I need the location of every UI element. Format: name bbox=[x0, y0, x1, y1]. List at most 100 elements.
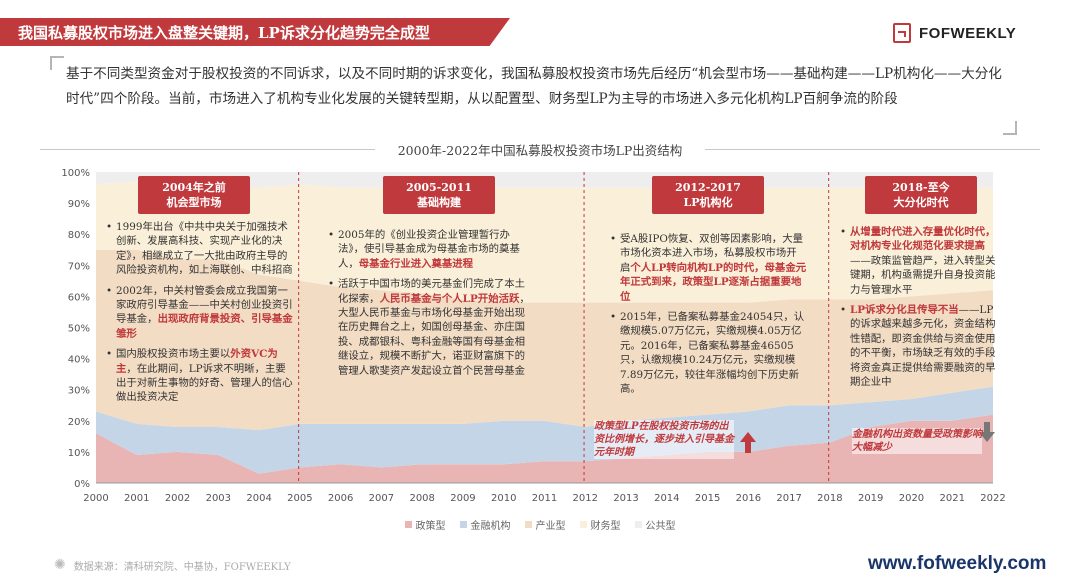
x-tick-label: 2001 bbox=[124, 493, 149, 504]
chart-title: 2000年-2022年中国私募股权投资市场LP出资结构 bbox=[397, 143, 683, 158]
x-tick-label: 2016 bbox=[736, 493, 761, 504]
p1-bullet-1: 1999年出台《中共中央关于加强技术创新、发展高科技、实现产业化的决定》，相继成… bbox=[106, 220, 296, 278]
p3-bullet-2: 2015年，已备案私募基金24054只，认缴规模5.07万亿元，实缴规模4.05… bbox=[610, 310, 807, 396]
chart-legend: 政策型 金融机构 产业型 财务型 公共型 bbox=[0, 517, 1080, 532]
logo-text: FOFWEEKLY bbox=[919, 24, 1017, 42]
phase-4-notes: 从增量时代进入存量优化时代，对机构专业化规范化要求提高——政策监管趋严，进入转型… bbox=[840, 225, 1000, 395]
phase-3-notes: 受A股IPO恢复、双创等因素影响，大量市场化资本进入市场，私募股权市场开启个人L… bbox=[610, 232, 807, 402]
p1-bullet-3: 国内股权投资市场主要以外资VC为主，在此期间，LP诉求不明晰，主要出于对新生事物… bbox=[106, 347, 296, 405]
x-tick-label: 2017 bbox=[776, 493, 801, 504]
y-tick-label: 70% bbox=[68, 261, 90, 272]
y-tick-label: 50% bbox=[68, 324, 90, 335]
x-tick-label: 2021 bbox=[940, 493, 965, 504]
p1-bullet-3-pre: 国内股权投资市场主要以 bbox=[116, 348, 231, 361]
x-tick-label: 2013 bbox=[613, 493, 638, 504]
p1-bullet-2-pre: 2002年，中关村管委会成立我国第一家政府引导基金——中关村创业投资引导基金， bbox=[116, 284, 293, 326]
intro-paragraph: 基于不同类型资金对于股权投资的不同诉求，以及不同时期的诉求变化，我国私募股权投资… bbox=[66, 66, 1002, 107]
p2-bullet-2-pre: 活跃于中国市场的美元基金们完成了本土化探索， bbox=[338, 278, 526, 305]
header-banner: 我国私募股权市场进入盘整关键期，LP诉求分化趋势完全成型 bbox=[0, 18, 510, 46]
fofweekly-logo-icon bbox=[893, 23, 911, 43]
x-tick-label: 2009 bbox=[450, 493, 475, 504]
data-source: ✺ 数据来源：清科研究院、中基协，FOFWEEKLY bbox=[54, 557, 291, 573]
legend-swatch bbox=[459, 521, 467, 528]
x-tick-label: 2022 bbox=[980, 493, 1005, 504]
y-tick-label: 0% bbox=[74, 479, 90, 490]
legend-label: 金融机构 bbox=[470, 521, 511, 532]
phase-2-notes: 2005年的《创业投资企业管理暂行办法》，使引导基金成为母基金市场的奠基人，母基… bbox=[328, 228, 533, 384]
y-tick-label: 40% bbox=[68, 355, 90, 366]
legend-label: 政策型 bbox=[415, 521, 446, 532]
area-series-5 bbox=[96, 172, 993, 188]
source-icon: ✺ bbox=[54, 557, 66, 573]
legend-label: 公共型 bbox=[645, 521, 676, 532]
p4-bullet-2-hl: LP诉求分化且传导不当 bbox=[850, 304, 959, 317]
x-tick-label: 2007 bbox=[369, 493, 394, 504]
y-tick-label: 80% bbox=[68, 230, 90, 241]
p1-bullet-2: 2002年，中关村管委会成立我国第一家政府引导基金——中关村创业投资引导基金，出… bbox=[106, 284, 296, 342]
legend-label: 财务型 bbox=[590, 521, 621, 532]
legend-label: 产业型 bbox=[535, 521, 566, 532]
p2-bullet-2: 活跃于中国市场的美元基金们完成了本土化探索，人民币基金与个人LP开始活跃，大型人… bbox=[328, 277, 533, 378]
p2-bullet-1-hl: 母基金行业进入奠基进程 bbox=[358, 257, 474, 270]
p4-bullet-2-post: ——LP的诉求越来越多元化，资金结构性错配，即资金供给与资金使用的不平衡，市场缺… bbox=[850, 304, 996, 389]
phase-label-2: 2005-2011 基础构建 bbox=[383, 176, 495, 214]
x-tick-label: 2020 bbox=[899, 493, 924, 504]
x-tick-label: 2004 bbox=[246, 493, 271, 504]
p2-bullet-1: 2005年的《创业投资企业管理暂行办法》，使引导基金成为母基金市场的奠基人，母基… bbox=[328, 228, 533, 271]
phase-1-notes: 1999年出台《中共中央关于加强技术创新、发展高科技、实现产业化的决定》，相继成… bbox=[106, 220, 296, 411]
p1-bullet-2-hl: 出现政府背景投资、引导基金雏形 bbox=[116, 313, 293, 340]
x-tick-label: 2010 bbox=[491, 493, 516, 504]
p4-bullet-1-post: ——政策监管趋严，进入转型关键期，机构亟需提升自身投资能力与管理水平 bbox=[850, 254, 996, 296]
p1-bullet-3-hl: 外资VC为主 bbox=[116, 348, 278, 375]
x-tick-label: 2011 bbox=[532, 493, 557, 504]
bracket-top-left bbox=[50, 56, 64, 70]
down-arrow-icon bbox=[979, 422, 995, 442]
x-tick-label: 2019 bbox=[858, 493, 883, 504]
p3-bullet-1-pre: 受A股IPO恢复、双创等因素影响，大量市场化资本进入市场，私募股权市场开启 bbox=[620, 233, 803, 274]
y-tick-label: 100% bbox=[61, 168, 90, 179]
legend-item-2: 金融机构 bbox=[459, 517, 511, 532]
x-tick-label: 2006 bbox=[328, 493, 353, 504]
x-tick-label: 2002 bbox=[165, 493, 190, 504]
p3-bullet-1-hl: 个人LP转向机构LP的时代，母基金元年正式到来，政策型LP逐渐占据重要地位 bbox=[620, 261, 807, 303]
legend-item-5: 公共型 bbox=[634, 517, 676, 532]
title-rule-right bbox=[705, 149, 1040, 150]
y-tick-label: 60% bbox=[68, 292, 90, 303]
callout-policy-lp: 政策型LP在股权投资市场的出资比例增长，逐步进入引导基金元年时期 bbox=[594, 420, 734, 459]
p4-bullet-1: 从增量时代进入存量优化时代，对机构专业化规范化要求提高——政策监管趋严，进入转型… bbox=[840, 225, 1000, 297]
y-tick-label: 10% bbox=[68, 448, 90, 459]
phase-label-3: 2012-2017 LP机构化 bbox=[652, 176, 764, 214]
legend-item-4: 财务型 bbox=[579, 517, 621, 532]
callout-financial-institutions: 金融机构出资数量受政策影响大幅减少 bbox=[852, 428, 982, 454]
slide-title: 我国私募股权市场进入盘整关键期，LP诉求分化趋势完全成型 bbox=[18, 24, 430, 42]
x-tick-label: 2000 bbox=[83, 493, 108, 504]
x-tick-label: 2015 bbox=[695, 493, 720, 504]
x-tick-label: 2012 bbox=[573, 493, 598, 504]
y-tick-label: 90% bbox=[68, 199, 90, 210]
p4-bullet-1-hl: 从增量时代进入存量优化时代，对机构专业化规范化要求提高 bbox=[850, 226, 996, 253]
legend-item-3: 产业型 bbox=[524, 517, 566, 532]
p2-bullet-2-hl: 人民币基金与个人LP开始活跃 bbox=[379, 292, 520, 305]
x-tick-label: 2008 bbox=[409, 493, 434, 504]
area-series-2 bbox=[96, 386, 993, 474]
y-tick-label: 20% bbox=[68, 417, 90, 428]
source-text: 数据来源：清科研究院、中基协，FOFWEEKLY bbox=[73, 561, 291, 573]
y-tick-label: 30% bbox=[68, 386, 90, 397]
legend-item-1: 政策型 bbox=[404, 517, 446, 532]
p3-bullet-1: 受A股IPO恢复、双创等因素影响，大量市场化资本进入市场，私募股权市场开启个人L… bbox=[610, 232, 807, 304]
bracket-bottom-right bbox=[1003, 121, 1017, 135]
x-tick-label: 2018 bbox=[817, 493, 842, 504]
legend-swatch bbox=[524, 521, 532, 528]
legend-swatch bbox=[634, 521, 642, 528]
p3-bullet-2-pre: 2015年，已备案私募基金24054只，认缴规模5.07万亿元，实缴规模4.05… bbox=[620, 311, 805, 396]
p1-bullet-1-pre: 1999年出台《中共中央关于加强技术创新、发展高科技、实现产业化的决定》，相继成… bbox=[116, 221, 293, 277]
p4-bullet-2: LP诉求分化且传导不当——LP的诉求越来越多元化，资金结构性错配，即资金供给与资… bbox=[840, 303, 1000, 389]
title-rule-left bbox=[40, 149, 375, 150]
brand-logo: FOFWEEKLY bbox=[893, 21, 1016, 45]
x-tick-label: 2003 bbox=[206, 493, 231, 504]
p2-bullet-2-post: ，大型人民币基金与市场化母基金开始出现在历史舞台之上，如国创母基金、亦庄国投、成… bbox=[338, 292, 530, 377]
x-tick-label: 2014 bbox=[654, 493, 679, 504]
up-arrow-icon bbox=[740, 432, 756, 453]
p2-bullet-1-pre: 2005年的《创业投资企业管理暂行办法》，使引导基金成为母基金市场的奠基人， bbox=[338, 229, 520, 270]
x-tick-label: 2005 bbox=[287, 493, 312, 504]
